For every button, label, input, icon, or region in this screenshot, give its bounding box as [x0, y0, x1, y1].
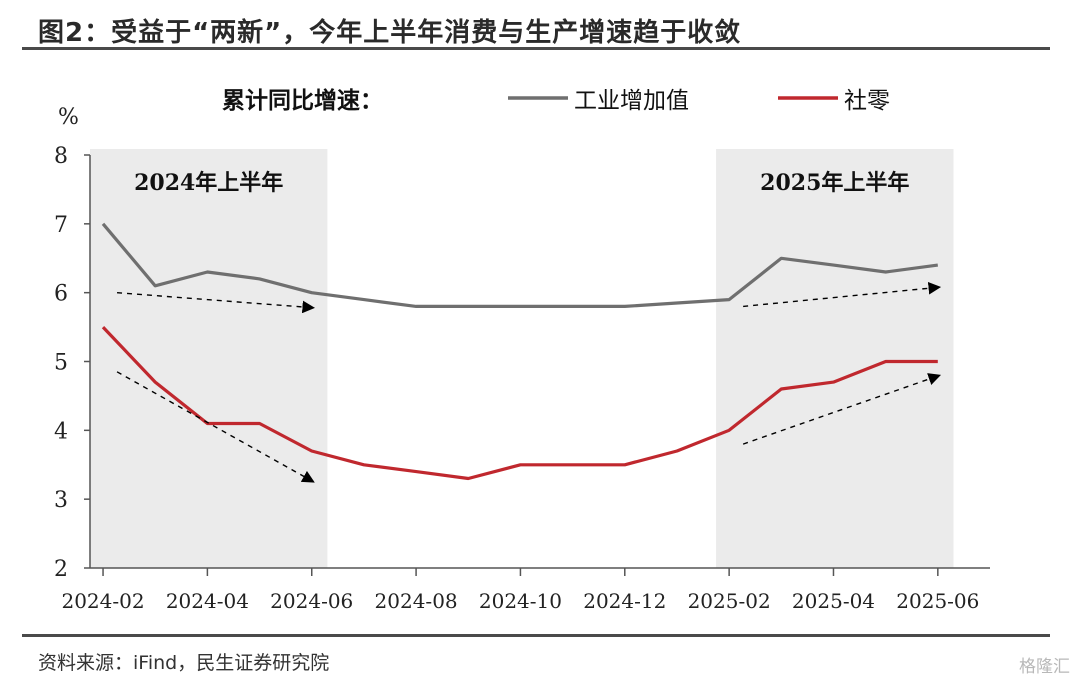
legend-label-1: 工业增加值 [574, 88, 689, 114]
trend-arrow-2 [116, 371, 315, 483]
shaded-region-2 [716, 149, 954, 568]
x-tick-label-2024-04: 2024-04 [166, 589, 249, 613]
series-line-1 [101, 222, 939, 308]
figure-title: 图2：受益于“两新”，今年上半年消费与生产增速趋于收敛 [38, 18, 742, 48]
legend-title: 累计同比增速： [222, 87, 383, 114]
shaded-region-1 [90, 149, 328, 568]
x-tick-label-2024-12: 2024-12 [583, 589, 666, 613]
y-tick-label-6: 6 [54, 282, 68, 307]
trend-arrow-1 [116, 291, 315, 314]
top-rule [22, 47, 1050, 50]
x-tick-label-2025-04: 2025-04 [792, 589, 875, 613]
y-axis-unit: % [58, 105, 79, 130]
shaded-region-label-1: 2024年上半年 [134, 170, 283, 196]
bottom-rule [22, 634, 1050, 637]
shaded-region-label-2: 2025年上半年 [760, 170, 909, 196]
y-tick-label-3: 3 [54, 488, 68, 513]
source-note: 资料来源：iFind，民生证券研究院 [38, 652, 330, 674]
x-tick-label-2024-08: 2024-08 [375, 589, 458, 613]
x-tick-label-2025-06: 2025-06 [896, 589, 979, 613]
x-tick-label-2025-02: 2025-02 [688, 589, 771, 613]
x-tick-label-2024-02: 2024-02 [61, 589, 144, 613]
series-line-2 [101, 325, 938, 481]
legend-label-2: 社零 [844, 88, 890, 114]
x-tick-label-2024-06: 2024-06 [270, 589, 353, 613]
x-tick-label-2024-10: 2024-10 [479, 589, 562, 613]
y-tick-label-4: 4 [54, 419, 68, 444]
y-tick-label-8: 8 [54, 144, 68, 169]
y-tick-label-2: 2 [54, 557, 68, 582]
trend-arrow-4 [742, 373, 942, 445]
y-tick-label-7: 7 [54, 213, 68, 238]
watermark: 格隆汇 [1019, 657, 1070, 677]
trend-arrow-3 [743, 281, 942, 308]
y-tick-label-5: 5 [54, 351, 68, 376]
